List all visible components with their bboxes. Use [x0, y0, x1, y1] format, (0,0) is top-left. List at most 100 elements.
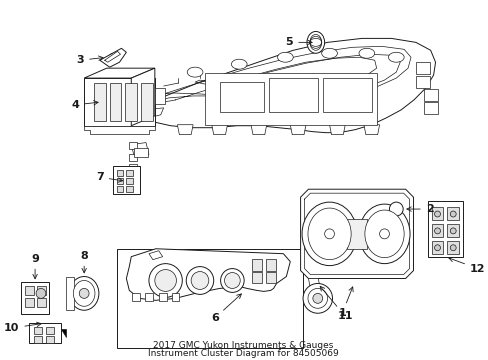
Polygon shape	[131, 68, 155, 126]
Bar	[209, 77, 371, 121]
Bar	[66, 276, 74, 310]
Ellipse shape	[302, 202, 356, 266]
Text: 2017 GMC Yukon Instruments & Gauges: 2017 GMC Yukon Instruments & Gauges	[153, 342, 333, 351]
Polygon shape	[61, 329, 66, 337]
Bar	[126, 178, 133, 184]
Bar	[37, 287, 46, 295]
Bar	[346, 219, 366, 249]
Polygon shape	[268, 78, 317, 112]
Ellipse shape	[149, 264, 182, 297]
Polygon shape	[139, 108, 163, 120]
Ellipse shape	[387, 52, 403, 62]
Ellipse shape	[388, 202, 402, 216]
Text: 4: 4	[71, 100, 98, 110]
Ellipse shape	[434, 245, 440, 251]
Bar	[155, 88, 164, 104]
Polygon shape	[290, 125, 305, 135]
Polygon shape	[126, 249, 290, 300]
Ellipse shape	[155, 270, 176, 291]
Text: 11: 11	[320, 286, 352, 321]
Text: 6: 6	[210, 294, 241, 323]
Bar	[116, 170, 123, 176]
Polygon shape	[250, 125, 266, 135]
Text: 9: 9	[31, 254, 39, 279]
Bar	[132, 293, 140, 301]
Bar	[265, 259, 275, 271]
Bar	[251, 271, 261, 283]
Bar	[25, 298, 34, 307]
Text: 7: 7	[96, 172, 122, 182]
Bar	[109, 83, 121, 121]
Text: 12: 12	[448, 257, 485, 274]
Bar	[46, 336, 54, 343]
Ellipse shape	[306, 31, 324, 53]
Bar	[34, 327, 42, 334]
Bar	[94, 83, 105, 121]
Polygon shape	[84, 126, 155, 134]
Polygon shape	[415, 62, 429, 74]
Ellipse shape	[364, 210, 403, 258]
Bar	[37, 298, 46, 307]
Ellipse shape	[321, 48, 337, 58]
Ellipse shape	[186, 267, 213, 294]
Bar	[431, 241, 443, 254]
Bar	[112, 166, 140, 194]
Ellipse shape	[277, 52, 293, 62]
Ellipse shape	[449, 228, 455, 234]
Ellipse shape	[69, 276, 99, 310]
Bar	[29, 323, 61, 343]
Ellipse shape	[307, 288, 327, 308]
Polygon shape	[308, 279, 320, 288]
Bar	[251, 259, 261, 271]
Bar	[21, 283, 49, 314]
Bar	[204, 73, 376, 125]
Polygon shape	[423, 102, 437, 114]
Polygon shape	[322, 78, 371, 112]
Text: 2: 2	[406, 204, 432, 214]
Bar	[84, 78, 155, 126]
Polygon shape	[100, 48, 126, 67]
Bar	[126, 170, 133, 176]
Polygon shape	[134, 118, 153, 130]
Polygon shape	[415, 76, 429, 88]
Bar	[25, 287, 34, 295]
Bar	[34, 336, 42, 343]
Bar	[141, 83, 153, 121]
Polygon shape	[423, 89, 437, 101]
Bar	[116, 178, 123, 184]
Ellipse shape	[434, 228, 440, 234]
Bar	[447, 224, 458, 237]
Polygon shape	[149, 251, 163, 260]
Text: 5: 5	[285, 37, 311, 48]
Bar	[171, 293, 179, 301]
Polygon shape	[363, 125, 379, 135]
Text: 10: 10	[4, 322, 41, 333]
Text: 8: 8	[80, 251, 88, 273]
Bar	[126, 186, 133, 192]
Bar	[447, 241, 458, 254]
Ellipse shape	[220, 269, 244, 292]
Bar	[125, 83, 137, 121]
Ellipse shape	[312, 293, 322, 303]
Text: 1: 1	[338, 287, 352, 318]
Ellipse shape	[358, 204, 409, 264]
Ellipse shape	[307, 208, 350, 260]
Bar	[145, 293, 153, 301]
Bar	[431, 224, 443, 237]
Bar	[129, 141, 137, 149]
Polygon shape	[219, 82, 263, 112]
Ellipse shape	[191, 271, 208, 289]
Bar	[427, 201, 462, 257]
Ellipse shape	[391, 221, 399, 229]
Ellipse shape	[434, 211, 440, 217]
Bar	[265, 271, 275, 283]
Ellipse shape	[449, 245, 455, 251]
Polygon shape	[211, 125, 227, 135]
Polygon shape	[84, 68, 155, 78]
Ellipse shape	[231, 59, 246, 69]
Text: Instrument Cluster Diagram for 84505069: Instrument Cluster Diagram for 84505069	[148, 350, 338, 359]
Ellipse shape	[224, 273, 240, 288]
Ellipse shape	[303, 283, 332, 313]
Ellipse shape	[36, 288, 46, 298]
Bar	[447, 207, 458, 220]
